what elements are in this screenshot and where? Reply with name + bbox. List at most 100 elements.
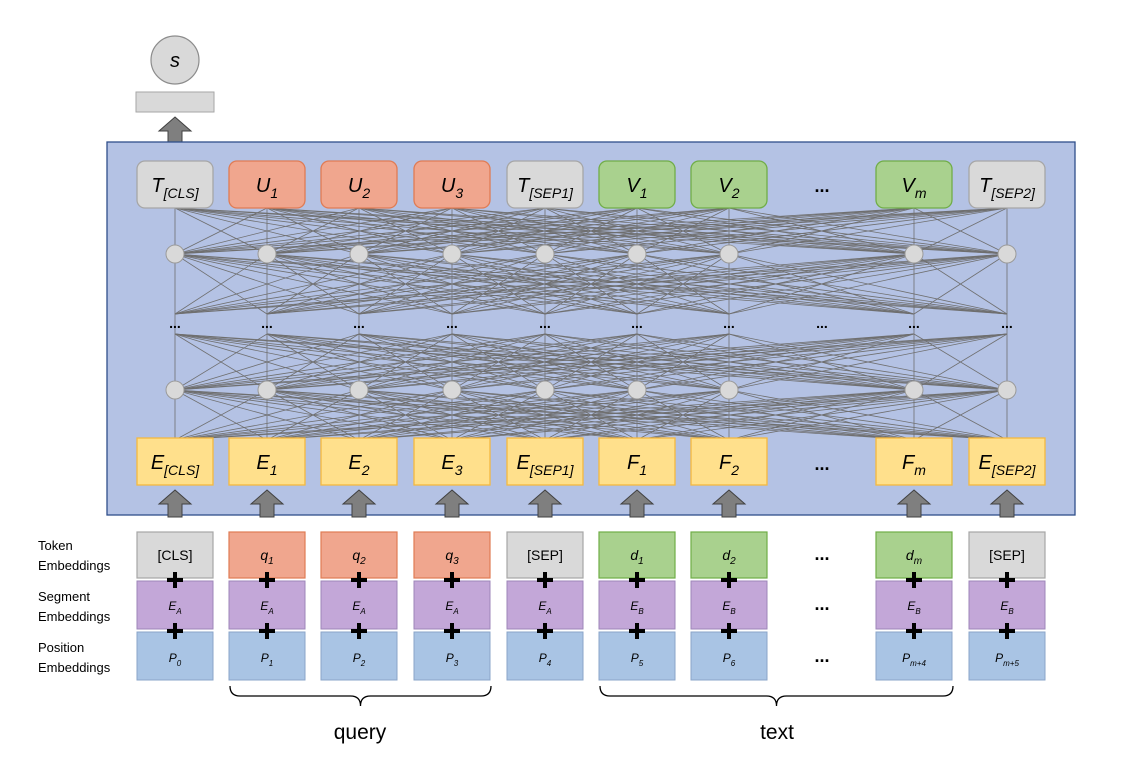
position-embedding-label-main: P — [723, 651, 731, 665]
attention-edge — [636, 333, 1008, 391]
position-embedding-label-sub: m+5 — [1003, 659, 1019, 668]
query-label: query — [334, 721, 387, 744]
input-embedding-label: E2 — [348, 452, 369, 478]
input-embedding-label-sub: 1 — [639, 462, 647, 478]
hidden-node — [349, 380, 369, 400]
output-token-label-sub: 3 — [455, 185, 463, 201]
segment-embedding-label-main: E — [168, 599, 177, 613]
position-embedding-label-sub: 3 — [454, 659, 459, 668]
position-embedding-label-main: P — [353, 651, 361, 665]
output-score-label-main: s — [170, 50, 180, 72]
output-token-box — [875, 160, 953, 209]
attention-edge — [174, 333, 638, 391]
attention-edge — [174, 253, 268, 315]
hidden-ellipsis: ... — [539, 315, 551, 331]
plus-icon — [721, 623, 737, 639]
attention-edge — [544, 253, 1008, 315]
input-embedding-box — [320, 437, 398, 486]
embedding-arrow — [249, 489, 285, 518]
output-token-label: Vm — [901, 175, 926, 201]
attention-edge — [358, 333, 1008, 391]
plus-icon — [444, 623, 460, 639]
attention-edge — [451, 253, 1008, 315]
hidden-ellipsis: ... — [353, 315, 365, 331]
segment-embedding-label: EA — [538, 599, 551, 616]
top-ellipsis: ... — [814, 176, 829, 196]
output-token-box — [320, 160, 398, 209]
position-embedding-box — [598, 631, 676, 681]
attention-edge — [728, 333, 1008, 391]
position-embedding-label: P3 — [446, 651, 459, 668]
hidden-node — [442, 244, 462, 264]
input-embedding-label-main: E — [441, 452, 455, 474]
position-embedding-label: P5 — [631, 651, 644, 668]
input-embedding-box — [506, 437, 584, 486]
segment-embedding-label: EA — [352, 599, 365, 616]
attention-edge — [174, 207, 546, 255]
position-embedding-box — [875, 631, 953, 681]
segment-embedding-label-sub: B — [638, 607, 644, 616]
segment-embedding-label-main: E — [260, 599, 269, 613]
hidden-ellipsis: ... — [169, 315, 181, 331]
position-embedding-label-sub: 6 — [731, 659, 736, 668]
output-arrow — [157, 116, 193, 145]
output-token-label-main: V — [901, 175, 916, 197]
attention-edge — [266, 207, 1008, 255]
output-token-label-sub: 1 — [640, 185, 648, 201]
token-embeddings-row-label: Embeddings — [38, 558, 111, 573]
attention-edge — [544, 207, 1008, 255]
position-embedding-label-main: P — [261, 651, 269, 665]
segment-embedding-label-sub: A — [452, 607, 458, 616]
output-token-box — [968, 160, 1046, 209]
segment-embedding-label-sub: B — [915, 607, 921, 616]
input-embedding-label-sub: 3 — [455, 462, 463, 478]
attention-edge — [174, 333, 546, 391]
input-embedding-box — [690, 437, 768, 486]
attention-edge — [174, 333, 915, 391]
text-brace — [599, 685, 954, 707]
input-embedding-label-main: E — [348, 452, 362, 474]
output-token-label-main: U — [348, 175, 363, 197]
input-embedding-label-sub: [SEP2] — [991, 462, 1037, 478]
attention-edge — [174, 253, 638, 315]
attention-edge — [174, 389, 268, 441]
output-token-label-sub: 2 — [731, 185, 740, 201]
attention-edge — [544, 333, 1008, 391]
hidden-node — [349, 244, 369, 264]
segment-embedding-label: EA — [260, 599, 273, 616]
attention-edge — [266, 207, 730, 255]
segment-embedding-box — [875, 580, 953, 630]
attention-edge — [174, 253, 546, 315]
embedding-arrow — [157, 489, 193, 518]
attention-edge — [174, 207, 1008, 255]
input-embedding-box — [598, 437, 676, 486]
hidden-node — [257, 244, 277, 264]
hidden-ellipsis: ... — [723, 315, 735, 331]
hidden-ellipsis: ... — [261, 315, 273, 331]
plus-icon — [537, 623, 553, 639]
token-embedding-box — [690, 531, 768, 579]
input-embedding-label: E3 — [441, 452, 462, 478]
output-token-box — [506, 160, 584, 209]
hidden-node — [535, 380, 555, 400]
token-embedding-label: [CLS] — [157, 547, 192, 563]
embedding-arrow — [619, 489, 655, 518]
token-embedding-label-main: d — [630, 547, 639, 563]
segment-embedding-box — [690, 580, 768, 630]
embedding-arrow — [711, 489, 747, 518]
hidden-node — [997, 380, 1017, 400]
output-token-label-main: T — [979, 175, 993, 197]
hidden-node — [442, 380, 462, 400]
segment-embedding-label-sub: B — [1008, 607, 1014, 616]
segment-embedding-label: EB — [1000, 599, 1014, 616]
attention-edge — [174, 207, 915, 255]
position-embedding-box — [968, 631, 1046, 681]
hidden-node — [627, 244, 647, 264]
output-token-box — [136, 160, 214, 209]
output-token-box — [228, 160, 306, 209]
input-embedding-box — [228, 437, 306, 486]
output-token-label-sub: [SEP2] — [990, 185, 1036, 201]
token-embedding-label-main: q — [445, 547, 453, 563]
output-token-label-sub: m — [915, 185, 927, 201]
